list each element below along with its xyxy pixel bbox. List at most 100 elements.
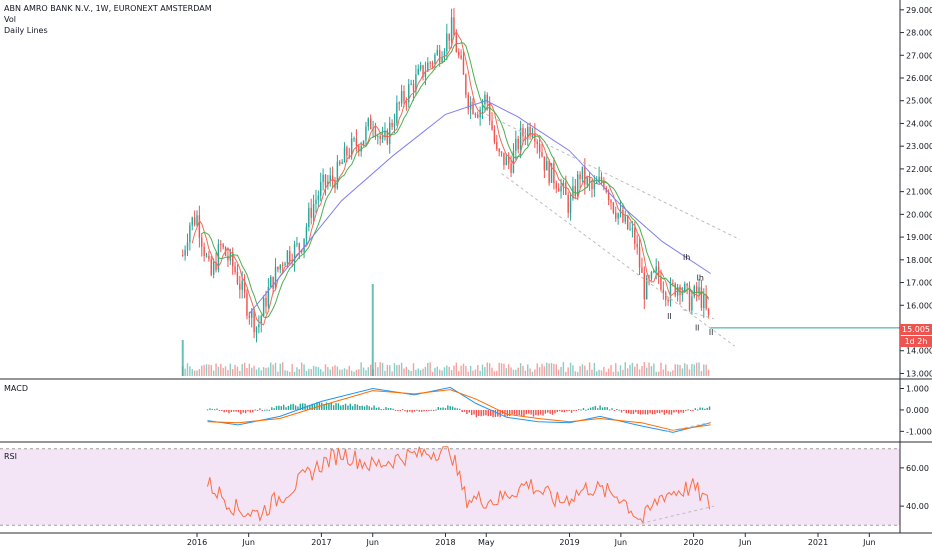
candle-body (653, 271, 655, 273)
rsi-tick-label: 60.00 (906, 464, 929, 473)
candle-body (548, 160, 550, 183)
volume-bar (334, 365, 336, 376)
volume-bar (336, 366, 339, 376)
candle-body (529, 127, 531, 136)
candle-body (253, 310, 255, 333)
macd-histogram-bar (432, 409, 435, 411)
candle-body (681, 291, 684, 296)
candle-body (215, 261, 217, 270)
macd-histogram-bar (623, 409, 625, 411)
volume-bar (617, 371, 619, 376)
volume-bar (488, 363, 491, 376)
macd-histogram-bar (656, 409, 658, 413)
macd-histogram-bar (611, 408, 613, 410)
macd-histogram-bar (668, 409, 670, 415)
volume-bar (512, 369, 515, 376)
macd-histogram-bar (404, 409, 406, 412)
macd-histogram-bar (349, 403, 352, 410)
volume-bar (565, 371, 567, 376)
macd-histogram-bar (430, 409, 432, 411)
candle-body (565, 182, 567, 195)
volume-bar (693, 364, 695, 376)
macd-histogram-bar (423, 409, 425, 412)
macd-histogram-bar (682, 409, 685, 413)
volume-bar (458, 371, 460, 376)
volume-bar (203, 364, 205, 376)
time-tick-label: 2016 (187, 538, 207, 547)
volume-bar (260, 370, 262, 376)
candle-body (431, 63, 434, 65)
price-tick-label: 18.000 (906, 256, 932, 265)
candle-body (274, 266, 277, 289)
macd-histogram-bar (409, 409, 411, 412)
time-tick-label: 2018 (435, 538, 455, 547)
rsi-band (0, 448, 900, 526)
candle-body (308, 207, 310, 227)
volume-bar (576, 371, 579, 376)
volume-bar (339, 369, 341, 376)
rsi-pane[interactable] (0, 446, 900, 526)
volume-bar (477, 365, 479, 376)
candle-body (629, 228, 631, 230)
volume-bar (650, 366, 653, 376)
volume-bar (493, 371, 496, 376)
volume-bar (251, 367, 253, 376)
volume-bar (443, 367, 446, 376)
price-pane[interactable]: lh lh ll ll ll (181, 8, 900, 376)
volume-bar (436, 366, 439, 376)
volume-bar (284, 370, 286, 376)
candle-body (251, 310, 253, 318)
volume-bar (619, 365, 622, 376)
volume-bar (515, 369, 517, 376)
macd-histogram-bar (325, 402, 328, 410)
volume-bar (705, 364, 707, 376)
volume-bar (500, 363, 503, 376)
candle-body (381, 136, 384, 140)
vol-legend: Vol (4, 15, 16, 24)
macd-histogram-bar (416, 409, 418, 411)
volume-bar (243, 362, 246, 376)
macd-histogram-bar (689, 409, 692, 411)
macd-histogram-bar (425, 409, 428, 412)
volume-bar (684, 363, 686, 376)
macd-pane[interactable] (206, 386, 715, 433)
candle-body (191, 217, 193, 226)
candle-body (270, 276, 272, 287)
candle-body (581, 166, 584, 180)
candle-body (610, 200, 612, 203)
macd-histogram-bar (508, 409, 511, 417)
macd-histogram-bar (435, 409, 437, 411)
candle-body (688, 285, 691, 311)
macd-histogram-bar (592, 406, 594, 410)
time-tick-label: Jun (738, 538, 752, 547)
volume-bar (196, 370, 198, 376)
volume-bar (324, 364, 327, 376)
volume-bar (629, 364, 631, 376)
volume-bar (317, 367, 320, 376)
candle-body (248, 315, 251, 318)
volume-bar (517, 367, 519, 376)
macd-histogram-bar (363, 406, 366, 410)
candle-body (569, 198, 572, 213)
price-tick-label: 26.000 (906, 74, 932, 83)
macd-histogram-bar (670, 409, 673, 415)
price-tick-label: 19.000 (906, 233, 932, 242)
volume-bar (655, 371, 657, 376)
candle-body (427, 62, 429, 72)
volume-bar (645, 367, 648, 376)
macd-histogram-bar (256, 409, 259, 412)
macd-histogram-bar (558, 409, 561, 412)
candle-body (315, 199, 317, 204)
volume-bar (574, 371, 577, 376)
volume-bar (312, 365, 315, 376)
candle-body (515, 138, 517, 152)
candle-body (229, 251, 232, 261)
volume-bar (293, 371, 296, 376)
candle-body (184, 249, 186, 256)
macd-histogram-bar (485, 409, 487, 416)
macd-histogram-bar (356, 404, 359, 410)
candle-body (438, 49, 441, 63)
candle-body (441, 57, 443, 63)
